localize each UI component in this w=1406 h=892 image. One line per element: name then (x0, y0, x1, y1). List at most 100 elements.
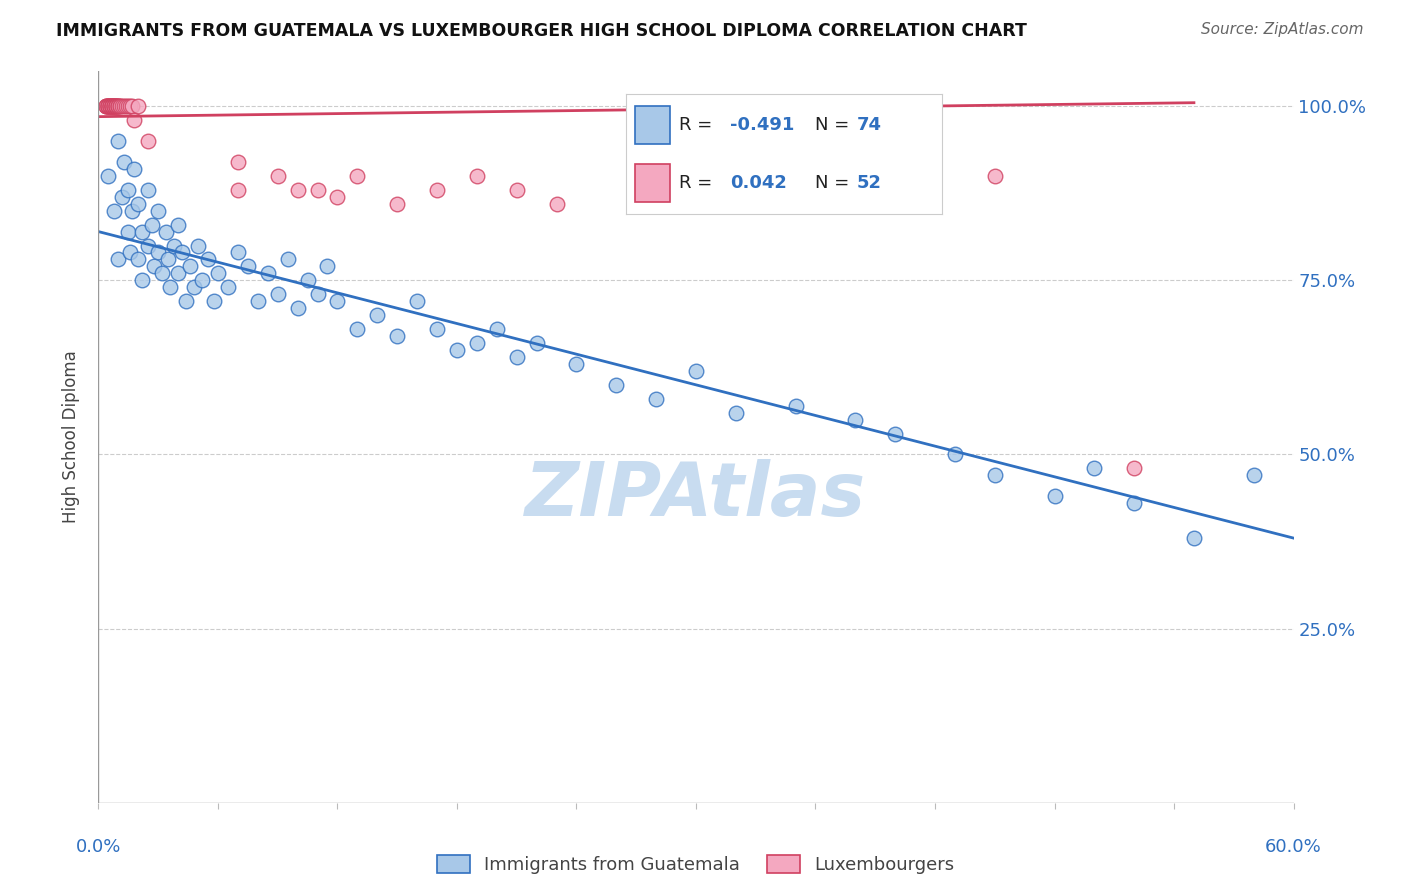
Point (366, 308, 388, 322)
Point (326, 190, 349, 204)
Point (179, 260, 201, 274)
Point (226, 183, 249, 197)
Point (943, 448, 966, 462)
Point (385, 329, 409, 343)
Point (105, 99, 128, 113)
Point (103, 203, 125, 218)
Point (1123, 496, 1146, 510)
Point (984, 169, 1007, 183)
Point (267, 169, 290, 183)
Point (785, 399, 807, 413)
Text: ZIPAtlas: ZIPAtlas (526, 459, 866, 533)
Point (506, 183, 529, 197)
Text: -0.491: -0.491 (730, 116, 794, 134)
Point (105, 99, 128, 113)
Text: R =: R = (679, 116, 718, 134)
Point (101, 99, 124, 113)
Point (120, 99, 142, 113)
Point (1123, 461, 1146, 475)
Point (163, 238, 186, 252)
Point (107, 99, 129, 113)
Point (150, 266, 173, 280)
Point (124, 161, 146, 176)
Point (97, 99, 120, 113)
Point (287, 183, 309, 197)
Point (136, 238, 159, 252)
Point (98, 99, 122, 113)
Point (307, 287, 329, 301)
Point (148, 245, 170, 260)
Point (127, 196, 149, 211)
Legend: Immigrants from Guatemala, Luxembourgers: Immigrants from Guatemala, Luxembourgers (430, 847, 962, 881)
Point (226, 155, 249, 169)
Point (103, 99, 125, 113)
Text: Source: ZipAtlas.com: Source: ZipAtlas.com (1201, 22, 1364, 37)
Point (131, 225, 153, 239)
Point (307, 183, 329, 197)
Y-axis label: High School Diploma: High School Diploma (62, 351, 80, 524)
Point (465, 336, 488, 351)
Point (115, 99, 138, 113)
Point (485, 322, 508, 336)
Point (1043, 489, 1066, 503)
Point (984, 468, 1007, 483)
Text: N =: N = (815, 116, 855, 134)
Point (124, 113, 146, 128)
Point (117, 99, 139, 113)
Point (685, 364, 707, 378)
Text: 52: 52 (856, 174, 882, 192)
Point (406, 294, 429, 309)
Point (107, 99, 129, 113)
Point (246, 294, 269, 309)
Point (136, 134, 159, 148)
Text: R =: R = (679, 174, 718, 192)
Point (101, 99, 124, 113)
Point (103, 99, 125, 113)
Point (217, 280, 239, 294)
Point (96, 99, 118, 113)
Point (187, 238, 209, 252)
Point (167, 218, 190, 232)
Point (103, 99, 125, 113)
Point (143, 260, 166, 274)
Point (98, 99, 122, 113)
Point (167, 266, 190, 280)
Point (148, 203, 170, 218)
Point (127, 252, 149, 267)
Point (346, 169, 368, 183)
Point (256, 266, 278, 280)
Text: N =: N = (815, 174, 855, 192)
Point (97, 99, 120, 113)
Point (1243, 468, 1265, 483)
Point (136, 183, 159, 197)
Point (117, 183, 139, 197)
Point (98, 99, 122, 113)
Point (97, 169, 120, 183)
Point (605, 377, 627, 392)
Point (236, 260, 259, 274)
Point (267, 287, 290, 301)
Point (426, 183, 449, 197)
Point (101, 99, 124, 113)
Point (1182, 531, 1205, 545)
Point (172, 245, 194, 260)
Point (506, 350, 529, 364)
Point (155, 225, 177, 239)
Point (112, 99, 135, 113)
Text: 0.0%: 0.0% (76, 838, 121, 855)
Point (465, 169, 488, 183)
Point (121, 203, 143, 218)
Text: 0.042: 0.042 (730, 174, 787, 192)
Point (111, 99, 134, 113)
Point (110, 99, 132, 113)
Point (226, 245, 249, 260)
Point (127, 99, 149, 113)
Point (183, 280, 205, 294)
Point (105, 99, 128, 113)
Point (97, 99, 120, 113)
Point (565, 357, 588, 371)
Point (117, 225, 139, 239)
Bar (636, 163, 669, 202)
Point (426, 322, 449, 336)
Point (96, 99, 118, 113)
